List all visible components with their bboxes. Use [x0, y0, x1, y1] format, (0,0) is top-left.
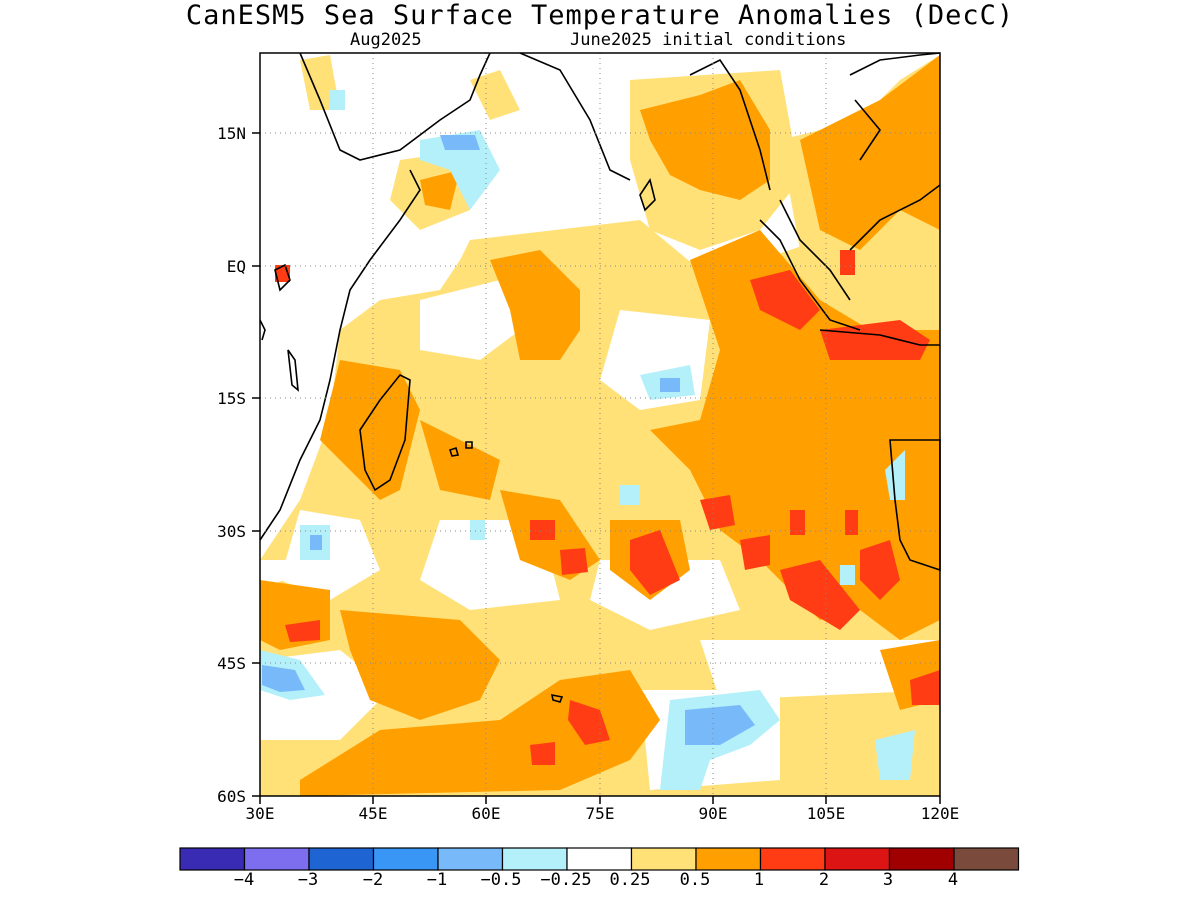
lat-label-45s: 45S	[217, 654, 246, 673]
colorbar-label: 0.25	[609, 870, 651, 890]
colorbar-swatch	[630, 847, 697, 871]
lon-label-30e: 30E	[245, 804, 275, 823]
colorbar-label: −0.25	[540, 870, 592, 890]
lon-label-105e: 105E	[806, 804, 846, 823]
colorbar-label: −1	[426, 870, 448, 890]
colorbar-swatch	[695, 847, 762, 871]
lon-label-75e: 75E	[585, 804, 615, 823]
colorbar-swatch	[437, 847, 504, 871]
colorbar-label: 4	[947, 870, 959, 890]
axis-ticks	[252, 132, 941, 804]
colorbar-swatch	[243, 847, 310, 871]
chart-title: CanESM5 Sea Surface Temperature Anomalie…	[185, 0, 1015, 31]
colorbar-swatch	[372, 847, 439, 871]
colorbar-swatch	[888, 847, 955, 871]
initial-conditions: June2025 initial conditions	[570, 30, 847, 50]
colorbar-swatch	[308, 847, 375, 871]
colorbar-swatch	[501, 847, 568, 871]
colorbar-label: 3	[882, 870, 894, 890]
lon-label-90e: 90E	[698, 804, 728, 823]
lat-label-eq: EQ	[226, 257, 246, 276]
colorbar-swatch	[824, 847, 891, 871]
colorbar-swatch	[179, 847, 246, 871]
colorbar-label: −3	[297, 870, 319, 890]
colorbar	[179, 847, 1020, 871]
colorbar-label: 0.5	[679, 870, 711, 890]
lon-label-120e: 120E	[920, 804, 960, 823]
colorbar-swatch	[953, 847, 1020, 871]
coastline	[259, 52, 941, 703]
anomaly-field	[260, 53, 940, 796]
lat-label-30s: 30S	[217, 522, 246, 541]
lon-label-45e: 45E	[358, 804, 388, 823]
colorbar-label: 2	[818, 870, 830, 890]
colorbar-label: −2	[362, 870, 384, 890]
colorbar-label: 1	[753, 870, 765, 890]
grid	[260, 53, 940, 796]
lat-label-15n: 15N	[217, 124, 246, 143]
colorbar-swatch	[566, 847, 633, 871]
colorbar-swatch	[759, 847, 826, 871]
colorbar-label: −0.5	[480, 870, 522, 890]
colorbar-label: −4	[233, 870, 255, 890]
lat-label-60s: 60S	[217, 787, 246, 806]
lat-label-15s: 15S	[217, 389, 246, 408]
lon-label-60e: 60E	[471, 804, 501, 823]
forecast-month: Aug2025	[350, 30, 422, 50]
